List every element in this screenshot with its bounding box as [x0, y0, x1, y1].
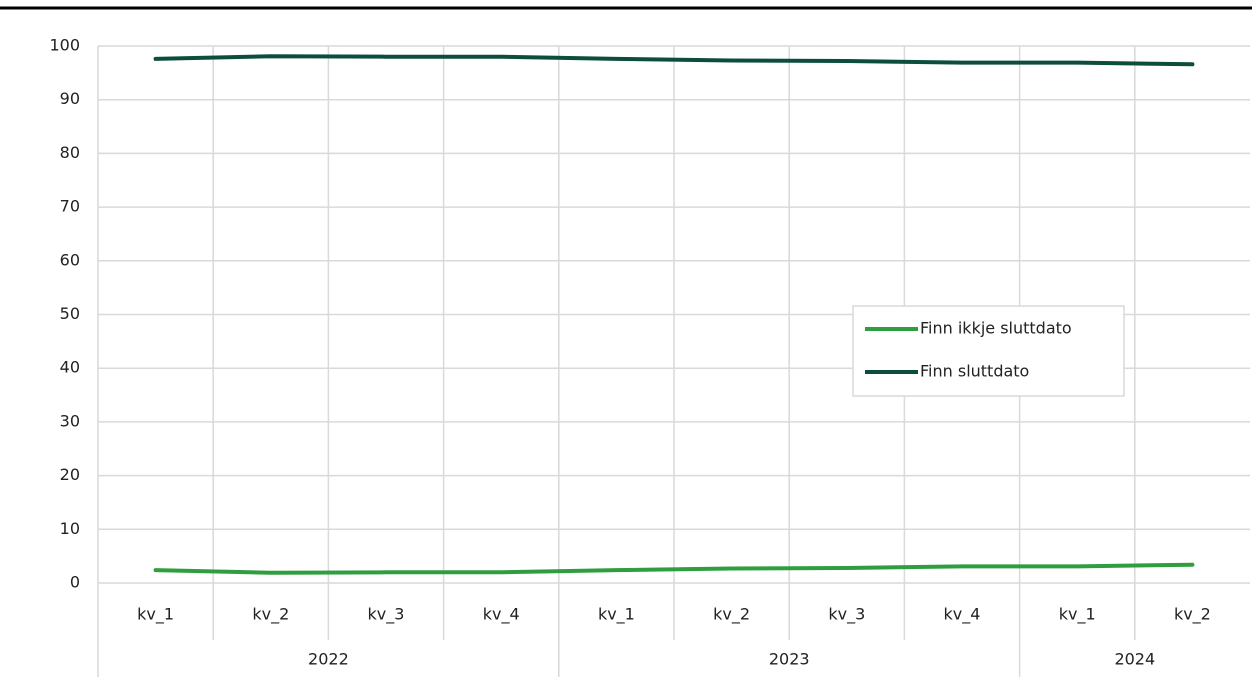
group-label: 2024	[1114, 650, 1155, 669]
y-tick-label: 40	[60, 358, 80, 377]
y-tick-label: 80	[60, 143, 80, 162]
x-tick-label: kv_2	[1174, 605, 1211, 625]
x-tick-label: kv_2	[713, 605, 750, 625]
x-tick-label: kv_1	[137, 605, 174, 625]
y-tick-label: 20	[60, 465, 80, 484]
marks	[153, 54, 1195, 575]
y-tick-label: 90	[60, 89, 80, 108]
group-label: 2022	[308, 650, 349, 669]
y-tick-label: 60	[60, 250, 80, 269]
group-label: 2023	[769, 650, 810, 669]
legend: Finn ikkje sluttdato Finn sluttdato	[852, 305, 1125, 397]
legend-label: Finn sluttdato	[920, 362, 1029, 381]
y-tick-label: 70	[60, 197, 80, 216]
x-tick-label: kv_2	[252, 605, 289, 625]
y-tick-label: 10	[60, 519, 80, 538]
y-tick-label: 0	[70, 573, 80, 592]
y-tick-label: 100	[49, 36, 80, 55]
series-line	[153, 54, 1195, 67]
legend-label: Finn ikkje sluttdato	[920, 319, 1072, 338]
y-tick-label: 30	[60, 411, 80, 430]
x-tick-label: kv_3	[828, 605, 865, 625]
x-tick-label: kv_4	[483, 605, 520, 625]
grid: 0 10 20 30 40 50 60 70 80 90 100 kv_1 kv_2 kv_3 kv_4 20…	[49, 36, 1250, 677]
legend-box	[852, 305, 1125, 397]
y-tick-label: 50	[60, 304, 80, 323]
x-tick-label: kv_1	[598, 605, 635, 625]
series-line	[153, 562, 1195, 575]
x-tick-label: kv_4	[944, 605, 981, 625]
x-tick-label: kv_3	[368, 605, 405, 625]
x-tick-label: kv_1	[1059, 605, 1096, 625]
